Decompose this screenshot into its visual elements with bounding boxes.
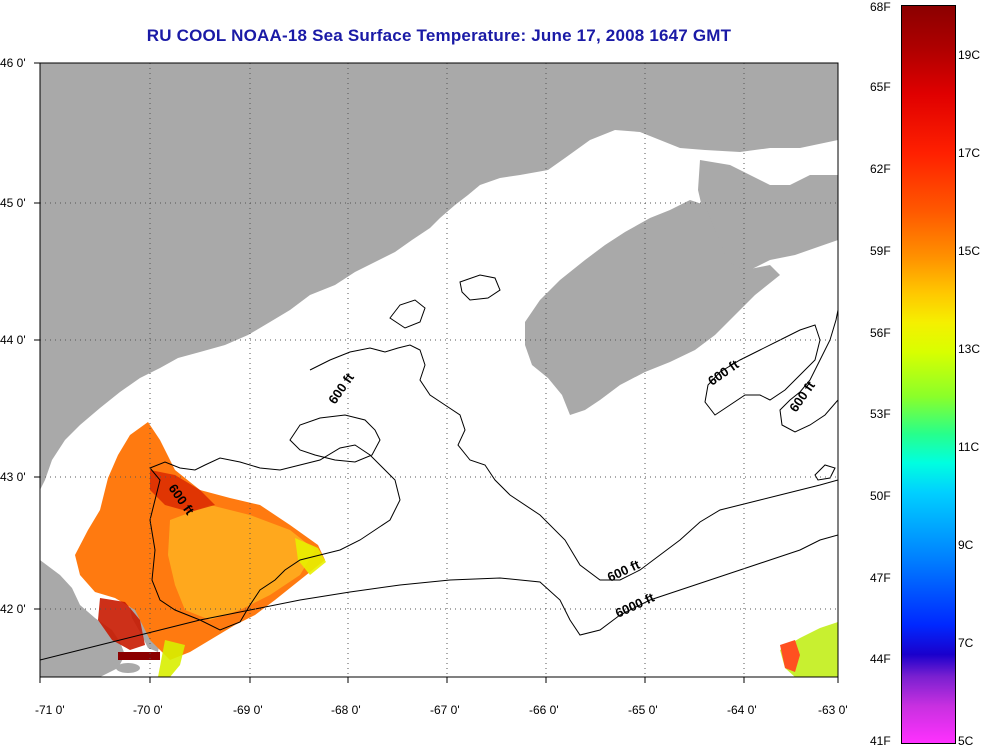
lat-label: 42 0' bbox=[0, 602, 26, 616]
contour-land-ring bbox=[459, 274, 501, 301]
colorbar-f-label: 53F bbox=[870, 407, 891, 421]
land-island bbox=[116, 663, 140, 673]
lon-label: -71 0' bbox=[35, 703, 65, 717]
colorbar-c-label: 15C bbox=[958, 244, 981, 258]
map-title: RU COOL NOAA-18 Sea Surface Temperature:… bbox=[146, 26, 732, 45]
sst-patch-south bbox=[158, 640, 185, 677]
sst-patch-west-cool bbox=[168, 505, 315, 620]
map-grid bbox=[40, 63, 838, 677]
lat-label: 45 0' bbox=[0, 196, 26, 210]
contour-6000ft bbox=[40, 534, 838, 661]
depth-contours bbox=[40, 274, 838, 661]
contour-600ft-c bbox=[289, 414, 381, 463]
map-frame bbox=[39, 62, 839, 678]
colorbar-f-label: 68F bbox=[870, 0, 891, 14]
colorbar-c-label: 9C bbox=[958, 538, 974, 552]
lon-label: -68 0' bbox=[331, 703, 361, 717]
colorbar-f-label: 65F bbox=[870, 80, 891, 94]
contour-600ft-a bbox=[149, 444, 401, 631]
lat-label: 44 0' bbox=[0, 333, 26, 347]
colorbar-f-label: 50F bbox=[870, 489, 891, 503]
axis-ticks bbox=[34, 62, 839, 683]
colorbar-c-label: 19C bbox=[958, 48, 981, 62]
sst-patch-west-warm bbox=[150, 470, 215, 512]
lon-label: -66 0' bbox=[529, 703, 559, 717]
contour-600ft-f bbox=[779, 309, 838, 433]
colorbar-f-label: 62F bbox=[870, 162, 891, 176]
nantucket-sound-warm bbox=[118, 652, 160, 660]
colorbar-c-label: 11C bbox=[958, 440, 980, 454]
colorbar-f-label: 56F bbox=[870, 326, 891, 340]
contour-600ft-d bbox=[389, 299, 426, 329]
colorbar-f-label: 59F bbox=[870, 244, 891, 258]
colorbar-c-label: 13C bbox=[958, 342, 981, 356]
lat-label: 43 0' bbox=[0, 470, 26, 484]
sst-patch-east-warm bbox=[780, 640, 800, 672]
colorbar-c-label: 17C bbox=[958, 146, 981, 160]
colorbar-c-label: 5C bbox=[958, 734, 974, 748]
land-southern-new-england bbox=[40, 560, 125, 677]
contour-600ft-b bbox=[309, 344, 838, 581]
contour-east-ring bbox=[814, 464, 836, 481]
lon-label: -70 0' bbox=[133, 703, 163, 717]
lat-label: 46 0' bbox=[0, 56, 26, 70]
land-nova-scotia bbox=[525, 200, 780, 415]
temperature-colorbar bbox=[901, 5, 956, 744]
colorbar-f-label: 41F bbox=[870, 734, 891, 748]
lon-label: -64 0' bbox=[727, 703, 757, 717]
colorbar-f-label: 44F bbox=[870, 652, 891, 666]
land-cape-breton bbox=[698, 160, 838, 275]
lon-label: -67 0' bbox=[430, 703, 460, 717]
sst-patch-edge bbox=[295, 538, 326, 575]
lon-label: -65 0' bbox=[628, 703, 658, 717]
colorbar-f-label: 47F bbox=[870, 571, 891, 585]
land-mainland bbox=[40, 63, 838, 490]
lon-label: -69 0' bbox=[233, 703, 263, 717]
contour-600ft-e bbox=[704, 324, 821, 416]
colorbar-c-label: 7C bbox=[958, 636, 974, 650]
lon-label: -63 0' bbox=[818, 703, 848, 717]
